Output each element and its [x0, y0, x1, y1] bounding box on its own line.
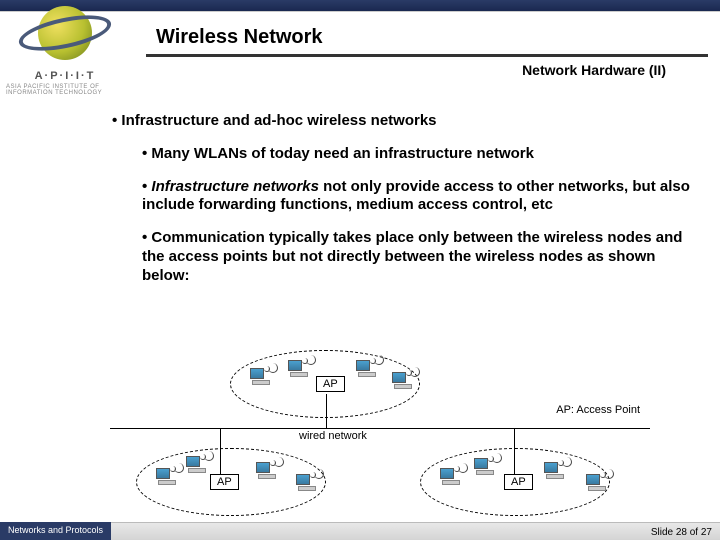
bullet-level0: • Infrastructure and ad-hoc wireless net… — [112, 112, 690, 131]
ap-label-top: AP — [316, 376, 345, 392]
ap-label-bottom-right: AP — [504, 474, 533, 490]
content-block: • Infrastructure and ad-hoc wireless net… — [112, 112, 690, 299]
network-diagram: AP AP AP wired network AP: Access Point — [100, 350, 660, 520]
bullet-level1-c: • Communication typically takes place on… — [142, 229, 690, 285]
drop-line-top — [326, 394, 327, 428]
ap-legend: AP: Access Point — [556, 404, 640, 416]
drop-line-right — [514, 428, 515, 474]
drop-line-left — [220, 428, 221, 474]
bullet-level1-b: • Infrastructure networks not only provi… — [142, 178, 690, 216]
wired-backbone-line — [110, 428, 650, 429]
bullet-level1-a: • Many WLANs of today need an infrastruc… — [142, 145, 690, 164]
logo-text: A·P·I·I·T — [35, 70, 96, 82]
slide-title: Wireless Network — [156, 26, 323, 49]
footer-slide-number: Slide 28 of 27 — [651, 527, 712, 538]
ap-label-bottom-left: AP — [210, 474, 239, 490]
wired-network-label: wired network — [296, 430, 370, 442]
logo-subtext: ASIA PACIFIC INSTITUTE OF INFORMATION TE… — [6, 84, 124, 96]
title-underline — [146, 54, 708, 57]
slide-subtitle: Network Hardware (II) — [522, 62, 666, 78]
footer-module-name: Networks and Protocols — [0, 522, 111, 540]
institute-logo: A·P·I·I·T ASIA PACIFIC INSTITUTE OF INFO… — [6, 6, 124, 114]
